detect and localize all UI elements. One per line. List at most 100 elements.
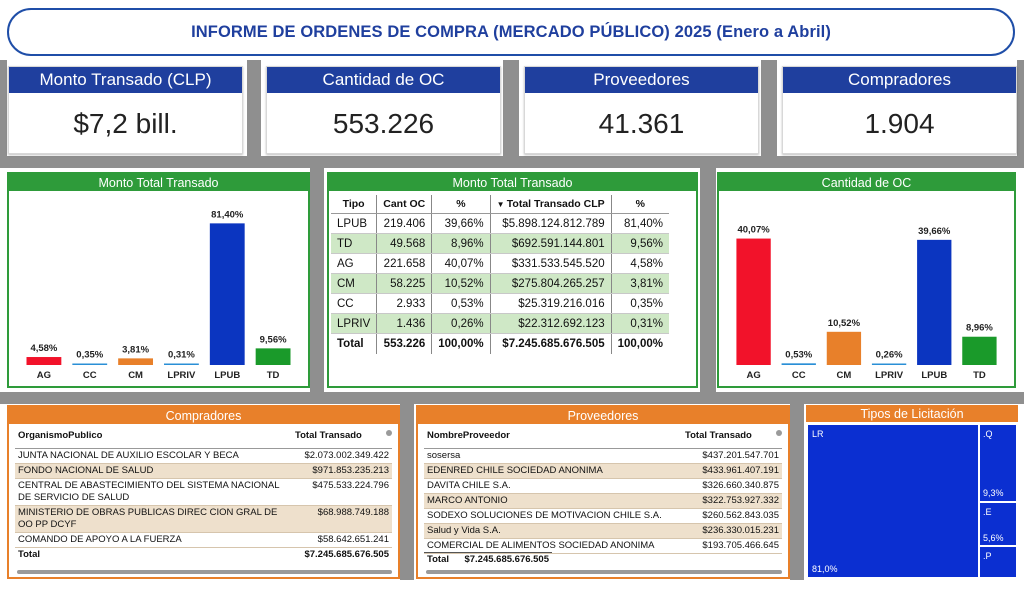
col-proveedor[interactable]: NombreProveedor [424,424,682,449]
compradores-panel[interactable]: Compradores OrganismoPublico Total Trans… [7,405,400,579]
kpi-proveedores[interactable]: Proveedores 41.361 [524,66,759,154]
total-cell: $7.245.685.676.505 [489,333,612,354]
table-row[interactable]: Salud y Vida S.A. $236.330.015.231 [424,523,782,539]
table-row[interactable]: EDENRED CHILE SOCIEDAD ANONIMA $433.961.4… [424,463,782,479]
col-pct-oc[interactable]: % [431,195,491,214]
band-left [0,60,7,160]
category-tick-label: TD [267,370,280,381]
table-row[interactable]: LPUB 219.406 39,66% $5.898.124.812.789 81,40… [331,213,670,234]
table-cell: 9,56% [610,233,670,254]
col-total-transado[interactable]: ▼ Total Transado CLP [489,195,612,214]
treemap-label-e: .E [983,507,992,517]
treemap-tile-p[interactable]: .P [980,547,1016,577]
bar-td[interactable] [962,336,997,365]
kpi-compradores[interactable]: Compradores 1.904 [782,66,1017,154]
col-total-transado[interactable]: Total Transado [682,424,782,449]
table-cell: 49.568 [376,233,432,254]
treemap-tile-e[interactable]: .E 5,6% [980,503,1016,545]
bar-td[interactable] [255,348,291,365]
horizontal-scrollbar[interactable] [426,570,782,574]
kpi-monto-transado[interactable]: Monto Transado (CLP) $7,2 bill. [8,66,243,154]
monto-chart-panel[interactable]: Monto Total Transado 4,58% AG 0,35% CC 3,81%… [7,172,310,388]
col-pct-monto[interactable]: % [610,195,670,214]
treemap-tile-q[interactable]: .Q 9,3% [980,425,1016,501]
table-cell: 221.658 [376,253,432,274]
table-cell: 58.225 [376,273,432,294]
category-tick-label: AG [746,370,760,381]
panel-header: Proveedores [418,407,788,424]
band-bot-1 [400,404,414,580]
bar-cc[interactable] [72,363,108,366]
table-row[interactable]: DAVITA CHILE S.A. $326.660.340.875 [424,478,782,494]
table-cell: 2.933 [376,293,432,314]
band-gap-2 [503,60,519,160]
more-options-icon[interactable] [776,430,782,436]
cantidad-chart-panel[interactable]: Cantidad de OC 40,07% AG 0,53% CC 10,52% CM 0,… [717,172,1016,388]
bar-lpub[interactable] [917,239,952,365]
band-gap-3 [761,60,777,160]
table-row[interactable]: MINISTERIO DE OBRAS PUBLICAS DIREC CION … [15,505,392,533]
table-row[interactable]: CENTRAL DE ABASTECIMIENTO DEL SISTEMA NA… [15,478,392,506]
bar-cm[interactable] [826,331,862,365]
data-label: 9,56% [260,334,287,345]
table-row[interactable]: LPRIV 1.436 0,26% $22.312.692.123 0,31% [331,313,670,334]
table-row[interactable]: COMERCIAL DE ALIMENTOS SOCIEDAD ANONIMA $… [424,538,782,554]
bar-cm[interactable] [118,358,153,365]
table-cell: 3,81% [610,273,670,294]
kpi-label: Compradores [783,67,1016,93]
monto-table[interactable]: Tipo Cant OC % ▼ Total Transado CLP % LP… [331,195,670,354]
bar-ag[interactable] [26,357,62,365]
total-row: Total 553.226 100,00% $7.245.685.676.505 100… [331,333,670,354]
data-label: 81,40% [211,209,244,220]
proveedores-panel[interactable]: Proveedores NombreProveedor Total Transa… [416,405,790,579]
col-organismo[interactable]: OrganismoPublico [15,424,292,449]
bar-cc[interactable] [781,363,816,365]
name-cell: FONDO NACIONAL DE SALUD [15,463,292,479]
tipos-licitacion-panel[interactable]: Tipos de Licitación LR 81,0% .Q 9,3% .E … [806,405,1018,579]
col-cant-oc[interactable]: Cant OC [376,195,432,214]
proveedores-total: Total $7.245.685.676.505 [424,552,552,567]
table-row[interactable]: FONDO NACIONAL DE SALUD $971.853.235.213 [15,463,392,479]
bar-lpub[interactable] [209,223,245,365]
bar-lpriv[interactable] [164,363,199,366]
table-row[interactable]: sosersa $437.201.547.701 [424,448,782,464]
bar-lpriv[interactable] [871,363,907,366]
table-row[interactable]: CM 58.225 10,52% $275.804.265.257 3,81% [331,273,670,294]
compradores-table[interactable]: OrganismoPublico Total Transado JUNTA NA… [15,424,392,562]
table-cell: LPUB [331,213,377,234]
total-label: Total [15,546,292,562]
col-tipo[interactable]: Tipo [331,195,377,214]
table-cell: $25.319.216.016 [489,293,612,314]
horizontal-scrollbar[interactable] [17,570,392,574]
category-tick-label: AG [37,370,51,381]
name-cell: COMANDO DE APOYO A LA FUERZA [15,532,292,548]
panel-header: Monto Total Transado [9,174,308,191]
table-cell: 0,26% [431,313,491,334]
table-row[interactable]: COMANDO DE APOYO A LA FUERZA $58.642.651.… [15,532,392,548]
sort-desc-icon: ▼ [496,200,507,209]
kpi-cantidad-oc[interactable]: Cantidad de OC 553.226 [266,66,501,154]
data-label: 10,52% [828,318,861,329]
table-row[interactable]: AG 221.658 40,07% $331.533.545.520 4,58% [331,253,670,274]
data-label: 0,53% [785,349,812,360]
data-label: 8,96% [966,323,993,334]
col-total-transado[interactable]: Total Transado [292,424,392,449]
table-row[interactable]: SODEXO SOLUCIONES DE MOTIVACION CHILE S.… [424,508,782,524]
band-gap-1 [247,60,261,160]
table-row[interactable]: CC 2.933 0,53% $25.319.216.016 0,35% [331,293,670,314]
proveedores-table[interactable]: NombreProveedor Total Transado sosersa $4… [424,424,782,554]
bar-ag[interactable] [736,238,771,365]
table-row[interactable]: TD 49.568 8,96% $692.591.144.801 9,56% [331,233,670,254]
name-cell: MARCO ANTONIO [424,493,682,509]
treemap-tile-lr[interactable]: LR 81,0% [808,425,978,577]
panel-header: Cantidad de OC [719,174,1014,191]
table-row[interactable]: JUNTA NACIONAL DE AUXILIO ESCOLAR Y BECA… [15,448,392,464]
amount-cell: $437.201.547.701 [682,448,782,464]
table-row[interactable]: MARCO ANTONIO $322.753.927.332 [424,493,782,509]
monto-table-panel[interactable]: Monto Total Transado Tipo Cant OC % ▼ To… [327,172,698,388]
treemap-label-lr: LR [812,429,824,439]
monto-bar-chart[interactable]: 4,58% AG 0,35% CC 3,81% CM 0,31% LPRIV 81,40% LPU… [9,191,308,386]
table-cell: CC [331,293,377,314]
more-options-icon[interactable] [386,430,392,436]
cantidad-bar-chart[interactable]: 40,07% AG 0,53% CC 10,52% CM 0,26% LPRIV 39,66% L… [719,191,1014,386]
